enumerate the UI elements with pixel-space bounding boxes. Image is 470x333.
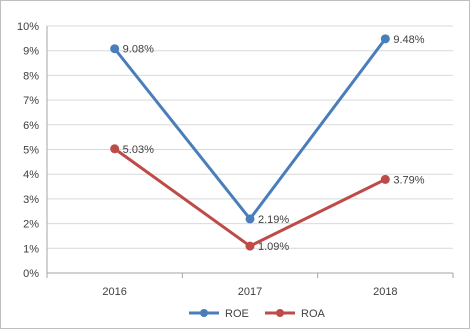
axes (46, 26, 454, 278)
series-line-roa (113, 147, 387, 248)
gridlines (47, 25, 453, 274)
legend-marker-roe (200, 309, 208, 317)
x-tick-label: 2016 (102, 286, 126, 298)
y-tick-label: 7% (23, 95, 39, 107)
y-tick-label: 1% (23, 243, 39, 255)
legend-marker-roa (276, 309, 284, 317)
y-tick-label: 8% (23, 70, 39, 82)
y-tick-label: 5% (23, 145, 39, 157)
data-label-roe: 9.08% (123, 44, 154, 56)
data-point-roe (110, 44, 120, 54)
data-point-roe (380, 34, 390, 44)
data-point-roa (380, 174, 390, 184)
legend: ROE ROA (189, 308, 326, 320)
legend-label-roe: ROE (225, 308, 249, 320)
data-point-roa (245, 241, 255, 251)
series-lines (110, 34, 390, 251)
legend-label-roa: ROA (301, 308, 326, 320)
data-labels: 9.08% 2.19% 9.48% 5.03% 1.09% 3.79% (123, 34, 425, 253)
x-tick-label: 2018 (373, 286, 397, 298)
data-point-roe (245, 214, 255, 224)
y-tick-label: 10% (17, 21, 39, 33)
data-point-roa (110, 144, 120, 154)
data-label-roe: 9.48% (393, 34, 424, 46)
y-tick-label: 3% (23, 194, 39, 206)
data-label-roa: 5.03% (123, 144, 154, 156)
data-label-roa: 1.09% (258, 241, 289, 253)
y-tick-label: 0% (23, 268, 39, 280)
y-tick-label: 4% (23, 169, 39, 181)
y-tick-label: 6% (23, 120, 39, 132)
line-chart: 0% 1% 2% 3% 4% 5% 6% 7% 8% 9% 10% 2016 2017 2018 9.0… (17, 21, 454, 320)
x-tick-label: 2017 (238, 286, 262, 298)
y-tick-labels: 0% 1% 2% 3% 4% 5% 6% 7% 8% 9% 10% (17, 21, 39, 280)
data-label-roa: 3.79% (393, 174, 424, 186)
y-tick-label: 2% (23, 219, 39, 231)
series-line-roe (113, 37, 387, 221)
x-tick-labels: 2016 2017 2018 (102, 286, 397, 298)
y-tick-label: 9% (23, 46, 39, 58)
data-label-roe: 2.19% (258, 214, 289, 226)
